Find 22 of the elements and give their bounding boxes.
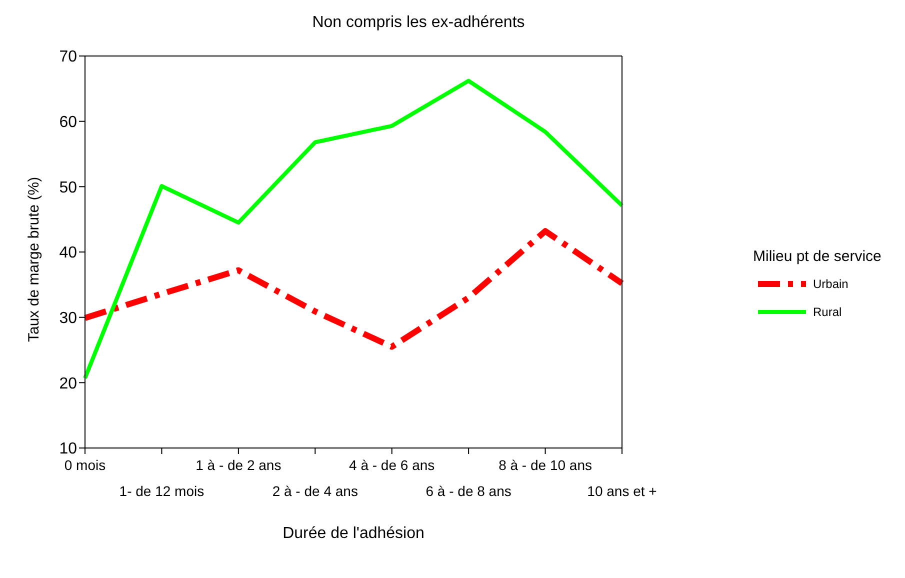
line-series [83,78,624,380]
y-tick-label: 40 [59,244,78,262]
x-tick-label: 0 mois [64,457,106,473]
y-tick-label: 30 [59,310,78,328]
y-axis-title: Taux de marge brute (%) [25,176,42,342]
x-tick-label: 6 à - de 8 ans [426,483,512,499]
y-tick-label: 50 [59,179,78,196]
y-tick-label: 10 [59,440,78,458]
x-tick-label: 2 à - de 4 ans [272,483,358,499]
x-axis-title: Durée de l'adhésion [282,525,424,542]
y-tick-label: 20 [59,375,78,392]
x-tick-label: 1- de 12 mois [119,483,204,499]
x-tick-label: 8 à - de 10 ans [498,457,592,473]
y-tick-label: 60 [59,114,78,132]
legend-label: Urbain [813,277,848,291]
chart-title: Non compris les ex-adhérents [311,14,526,32]
legend-label: Rural [813,305,842,319]
legend-title: Milieu pt de service [753,248,882,265]
x-tick-label: 1 à - de 2 ans [196,457,282,473]
x-tick-label: 10 ans et + [587,483,657,499]
y-tick-label: 70 [59,48,78,66]
x-tick-label: 4 à - de 6 ans [349,457,435,473]
